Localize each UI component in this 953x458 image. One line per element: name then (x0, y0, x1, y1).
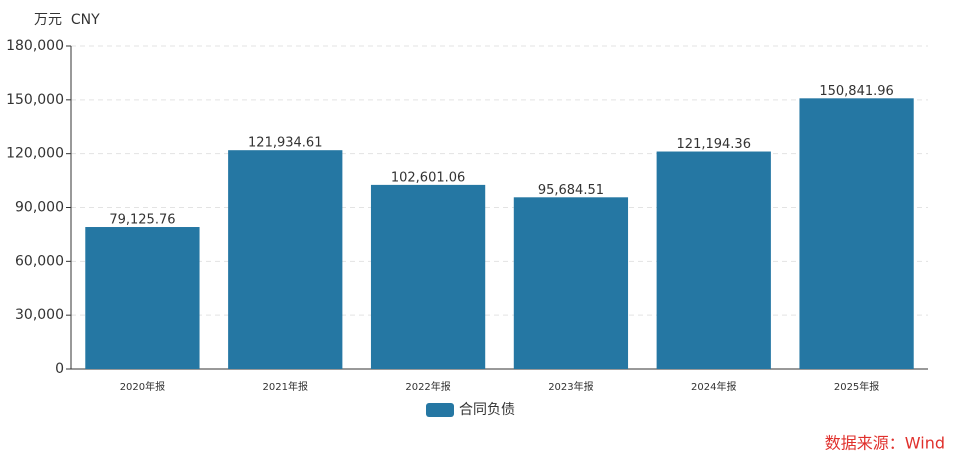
y-tick-label: 150,000 (6, 92, 64, 108)
y-tick-label: 0 (55, 361, 64, 377)
bar (513, 197, 629, 369)
x-tick-label: 2022年报 (405, 380, 450, 393)
legend-label: 合同负债 (459, 402, 515, 418)
value-label: 121,934.61 (248, 136, 322, 151)
x-tick-label: 2021年报 (263, 380, 308, 393)
unit-label: 万元 CNY (34, 12, 100, 28)
value-label: 79,125.76 (109, 213, 175, 228)
bar (370, 184, 486, 369)
bar (799, 98, 914, 369)
value-label: 150,841.96 (819, 84, 893, 99)
x-tick-label: 2023年报 (548, 380, 593, 393)
x-tick-label: 2024年报 (691, 380, 736, 393)
value-label: 121,194.36 (677, 137, 751, 152)
y-tick-label: 90,000 (15, 200, 64, 216)
y-tick-label: 120,000 (6, 146, 64, 162)
y-tick-label: 60,000 (15, 253, 64, 269)
value-label: 95,684.51 (538, 183, 604, 198)
bar (228, 150, 343, 369)
bar (85, 227, 200, 369)
y-tick-label: 30,000 (15, 307, 64, 323)
source-note: 数据来源：Wind (825, 434, 945, 453)
legend-swatch (426, 403, 454, 417)
bar (656, 151, 771, 369)
y-tick-label: 180,000 (6, 38, 64, 54)
x-tick-label: 2020年报 (120, 380, 165, 393)
x-tick-label: 2025年报 (834, 380, 879, 393)
value-label: 102,601.06 (391, 170, 465, 185)
